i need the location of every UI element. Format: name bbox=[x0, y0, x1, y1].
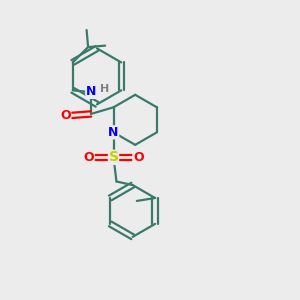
Text: N: N bbox=[108, 126, 119, 139]
Text: S: S bbox=[109, 150, 118, 164]
Text: O: O bbox=[83, 151, 94, 164]
Text: N: N bbox=[86, 85, 96, 98]
Text: O: O bbox=[60, 109, 71, 122]
Text: H: H bbox=[100, 85, 109, 94]
Text: O: O bbox=[133, 151, 144, 164]
